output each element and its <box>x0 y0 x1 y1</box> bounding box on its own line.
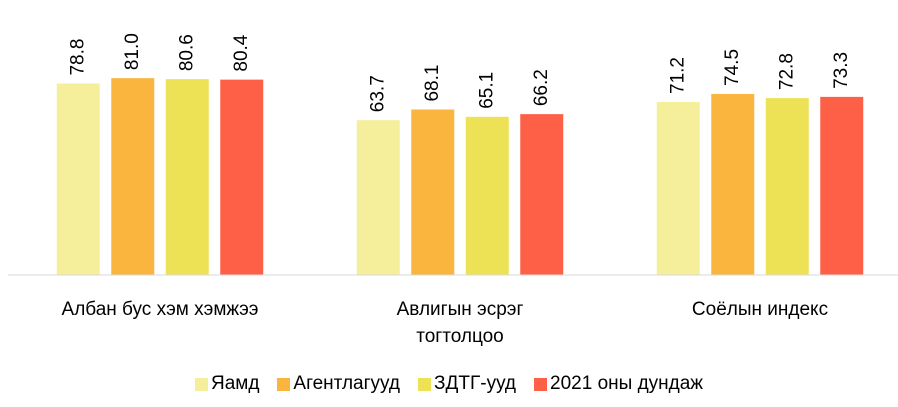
x-tick-label: Авлигын эсрэг тогтолцоо <box>396 299 524 347</box>
value-label: 73.3 <box>831 52 852 89</box>
bar <box>111 78 155 275</box>
value-label: 80.6 <box>176 34 197 71</box>
value-label: 65.1 <box>476 72 497 109</box>
bar <box>165 79 209 275</box>
bar <box>820 96 864 275</box>
value-label: 72.8 <box>776 53 797 90</box>
legend-swatch <box>418 377 431 391</box>
legend: Яамд Агентлагууд ЗДТГ-ууд 2021 оны дундаж <box>0 373 898 395</box>
value-label: 66.2 <box>531 69 552 106</box>
bar <box>765 98 809 275</box>
bar <box>220 79 264 276</box>
x-tick-label: Соёлын индекс <box>691 299 829 320</box>
legend-item: ЗДТГ-ууд <box>418 373 516 395</box>
value-label: 80.4 <box>231 34 252 71</box>
legend-item: Яамд <box>194 373 260 395</box>
value-label: 71.2 <box>667 57 688 94</box>
bar <box>56 83 100 276</box>
legend-label: 2021 оны дундаж <box>550 373 704 394</box>
legend-swatch <box>277 377 291 391</box>
bar <box>356 120 400 275</box>
bar <box>656 101 700 275</box>
legend-swatch <box>534 377 548 391</box>
legend-label: ЗДТГ-ууд <box>434 373 517 394</box>
bar <box>411 109 455 275</box>
bar <box>520 114 564 275</box>
value-label: 81.0 <box>122 33 143 70</box>
legend-label: Агентлагууд <box>293 373 400 394</box>
legend-swatch <box>194 377 208 391</box>
value-label: 63.7 <box>367 75 388 112</box>
legend-item: Агентлагууд <box>277 373 400 395</box>
legend-label: Яамд <box>210 373 260 394</box>
bar <box>465 116 509 275</box>
bar <box>711 93 755 275</box>
value-label: 68.1 <box>422 65 443 102</box>
value-label: 78.8 <box>67 39 88 76</box>
value-label: 74.5 <box>722 49 743 86</box>
x-tick-label: Албан бус хэм хэмжээ <box>61 299 259 320</box>
legend-item: 2021 оны дундаж <box>534 373 703 395</box>
